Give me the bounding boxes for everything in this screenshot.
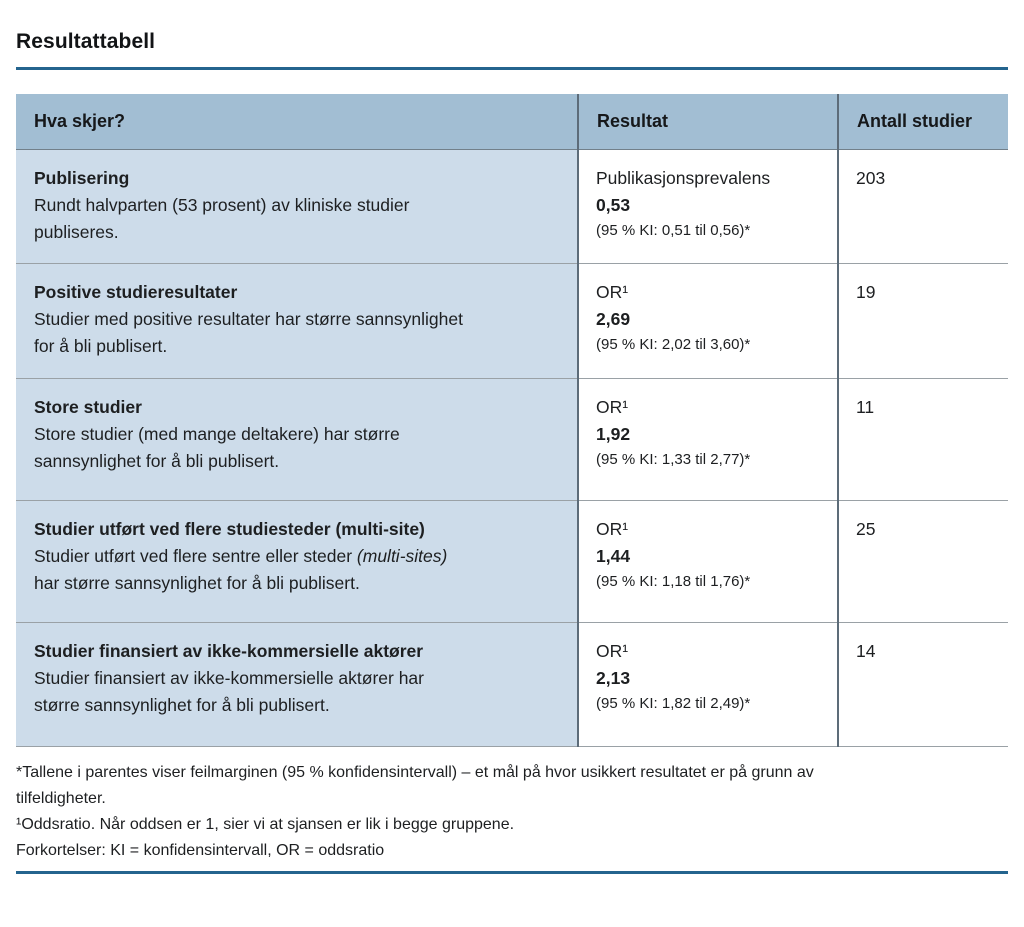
column-header-what: Hva skjer? [16,94,579,150]
page-title: Resultattabell [16,30,156,53]
result-label: OR¹ [596,396,629,417]
table-row: Studier utført ved flere studiesteder (m… [16,500,1008,623]
footnotes: *Tallene i parentes viser feilmarginen (… [16,747,1008,864]
result-confidence-interval: (95 % KI: 1,33 til 2,77)* [596,450,751,468]
what-cell: Publisering Rundt halvparten (53 prosent… [16,149,579,264]
result-value: 0,53 [596,194,631,215]
results-page: Resultattabell Hva skjer? Resultat Antal… [0,30,1024,874]
what-cell: Positive studieresultater Studier med po… [16,263,579,379]
result-confidence-interval: (95 % KI: 0,51 til 0,56)* [596,221,751,239]
what-cell: Store studier Store studier (med mange d… [16,378,579,501]
result-value: 2,69 [596,308,631,329]
result-confidence-interval: (95 % KI: 2,02 til 3,60)* [596,335,751,353]
result-confidence-interval: (95 % KI: 1,82 til 2,49)* [596,694,751,712]
count-cell: 203 [838,149,1008,264]
result-value: 2,13 [596,667,631,688]
row-title: Studier finansiert av ikke-kommersielle … [34,640,424,661]
table-row: Studier finansiert av ikke-kommersielle … [16,622,1008,747]
what-cell: Studier utført ved flere studiesteder (m… [16,500,579,623]
result-label: OR¹ [596,518,629,539]
row-description: Studier utført ved flere sentre eller st… [34,543,565,597]
result-value: 1,92 [596,423,631,444]
footnote-oddsratio: ¹Oddsratio. Når oddsen er 1, sier vi at … [16,815,515,833]
row-description: Rundt halvparten (53 prosent) av klinisk… [34,192,565,246]
result-value: 1,44 [596,545,631,566]
result-label: Publikasjonsprevalens [596,167,771,188]
results-table: Hva skjer? Resultat Antall studier Publi… [16,94,1008,747]
row-description: Studier med positive resultater har stør… [34,306,565,360]
row-description-italic: (multi-sites) [356,545,448,566]
row-title: Positive studieresultater [34,281,238,302]
column-header-result: Resultat [578,94,839,150]
result-cell: OR¹ 2,69 (95 % KI: 2,02 til 3,60)* [578,263,839,379]
row-description-after: har større sannsynlighet for å bli publi… [34,572,360,593]
count-cell: 19 [838,263,1008,379]
result-cell: OR¹ 2,13 (95 % KI: 1,82 til 2,49)* [578,622,839,747]
result-cell: OR¹ 1,92 (95 % KI: 1,33 til 2,77)* [578,378,839,501]
row-description-text: Studier finansiert av ikke-kommersielle … [34,667,424,715]
bottom-divider [16,870,1008,874]
row-description-text: Studier utført ved flere sentre eller st… [34,545,357,566]
table-row: Store studier Store studier (med mange d… [16,378,1008,501]
row-description-text: Store studier (med mange deltakere) har … [34,423,400,471]
result-label: OR¹ [596,281,629,302]
count-cell: 25 [838,500,1008,623]
table-row: Publisering Rundt halvparten (53 prosent… [16,149,1008,264]
row-title: Studier utført ved flere studiesteder (m… [34,518,425,539]
row-description: Store studier (med mange deltakere) har … [34,421,565,475]
count-cell: 14 [838,622,1008,747]
footnote-asterisk: *Tallene i parentes viser feilmarginen (… [16,763,814,807]
result-cell: OR¹ 1,44 (95 % KI: 1,18 til 1,76)* [578,500,839,623]
result-confidence-interval: (95 % KI: 1,18 til 1,76)* [596,572,751,590]
result-cell: Publikasjonsprevalens 0,53 (95 % KI: 0,5… [578,149,839,264]
footnote-abbreviations: Forkortelser: KI = konfidensintervall, O… [16,841,385,859]
row-description-text: Rundt halvparten (53 prosent) av klinisk… [34,194,410,242]
column-header-count: Antall studier [838,94,1008,150]
row-title: Publisering [34,167,130,188]
row-title: Store studier [34,396,142,417]
result-label: OR¹ [596,640,629,661]
table-row: Positive studieresultater Studier med po… [16,263,1008,379]
what-cell: Studier finansiert av ikke-kommersielle … [16,622,579,747]
row-description: Studier finansiert av ikke-kommersielle … [34,665,565,719]
row-description-text: Studier med positive resultater har stør… [34,308,463,356]
count-cell: 11 [838,378,1008,501]
table-header-row: Hva skjer? Resultat Antall studier [16,94,1008,150]
top-divider [16,67,1008,70]
